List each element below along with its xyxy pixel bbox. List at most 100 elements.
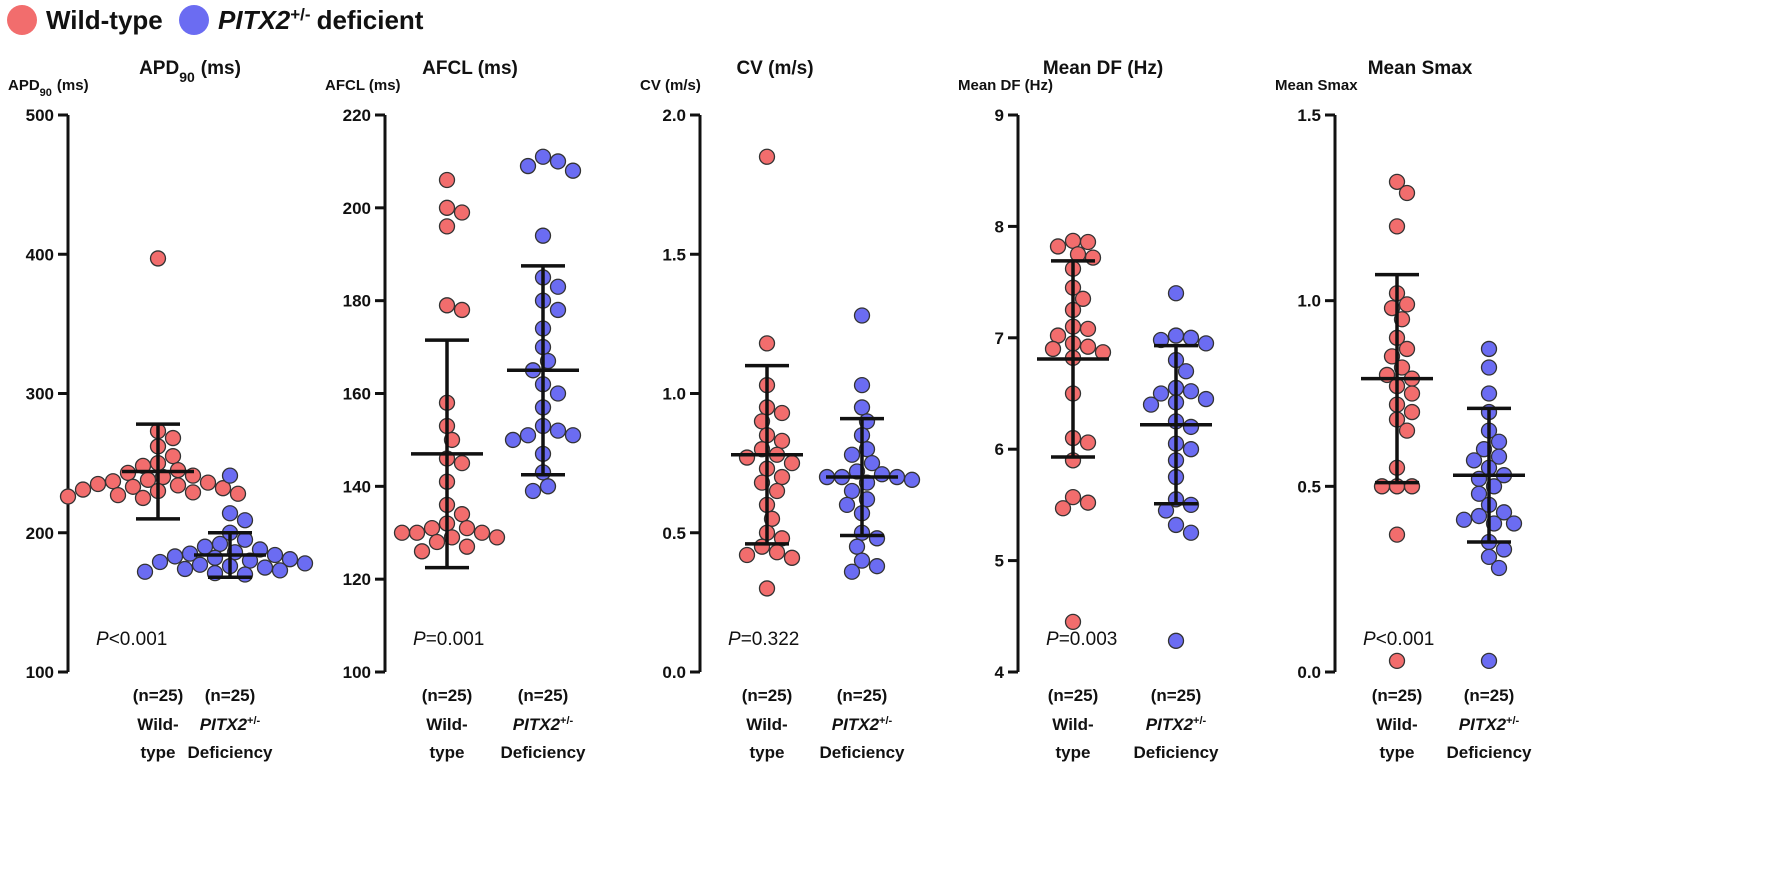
data-point xyxy=(758,580,776,597)
data-point xyxy=(783,454,801,472)
data-point xyxy=(74,481,92,498)
data-point xyxy=(848,538,866,555)
data-point xyxy=(1152,331,1170,349)
text-part: Wild- xyxy=(426,715,467,734)
data-point xyxy=(251,541,269,558)
y-tick-label: 120 xyxy=(343,570,371,589)
text-part: +/- xyxy=(1193,715,1206,727)
data-point xyxy=(783,549,801,566)
data-point xyxy=(519,427,537,444)
text-part: AFCL (ms) xyxy=(325,77,401,94)
data-point xyxy=(524,482,542,500)
data-point xyxy=(564,427,582,444)
y-tick-label: 5 xyxy=(995,552,1004,571)
data-point xyxy=(1455,511,1473,528)
data-point xyxy=(408,524,426,541)
group-label: Wild- xyxy=(1052,715,1093,734)
data-point xyxy=(1079,233,1097,251)
group-label: PITX2+/- xyxy=(513,715,574,734)
text-part: P xyxy=(1363,629,1376,650)
data-point xyxy=(1079,338,1097,355)
group-n: (n=25) xyxy=(422,686,473,705)
text-part: deficient xyxy=(317,5,424,35)
text-part: Wild- xyxy=(1376,715,1417,734)
chart-title: AFCL (ms) xyxy=(422,58,518,79)
data-point xyxy=(1182,383,1200,400)
data-point xyxy=(1182,418,1200,436)
data-point xyxy=(169,477,187,494)
text-part: <0.001 xyxy=(109,629,168,650)
group-n: (n=25) xyxy=(518,686,569,705)
group-n: (n=25) xyxy=(742,686,793,705)
text-part: PITX2 xyxy=(513,715,561,734)
chart-title: APD90 (ms) xyxy=(139,58,241,85)
data-point xyxy=(1505,515,1523,532)
data-point xyxy=(1480,340,1498,358)
data-point xyxy=(549,385,567,402)
data-point xyxy=(438,297,456,314)
data-point xyxy=(1079,494,1097,511)
data-point xyxy=(236,566,254,583)
data-point xyxy=(768,544,786,561)
p-value: P<0.001 xyxy=(96,629,167,650)
data-point xyxy=(59,488,77,505)
group-label: type xyxy=(430,743,465,762)
data-point xyxy=(1044,340,1062,358)
data-point xyxy=(473,524,491,541)
text-part: Mean DF (Hz) xyxy=(1043,58,1163,79)
data-point xyxy=(458,519,476,537)
group-label: Deficiency xyxy=(187,743,273,762)
y-tick-label: 500 xyxy=(26,106,54,125)
data-point xyxy=(549,278,567,295)
text-part: Wild-type xyxy=(46,5,163,35)
group-label: Deficiency xyxy=(1446,743,1532,762)
text-part: PITX2 xyxy=(1459,715,1507,734)
group-label: Deficiency xyxy=(1133,743,1219,762)
data-point xyxy=(438,218,456,235)
data-point xyxy=(1142,396,1160,413)
data-point xyxy=(564,162,582,179)
data-point xyxy=(873,466,891,483)
text-part: Mean DF (Hz) xyxy=(958,77,1053,94)
text-part: P xyxy=(728,629,741,650)
y-tick-label: 0.0 xyxy=(1297,663,1321,682)
text-part: APD xyxy=(8,77,40,94)
data-point xyxy=(1490,448,1508,465)
data-point xyxy=(773,432,791,449)
data-point xyxy=(534,148,552,165)
group-n: (n=25) xyxy=(205,686,256,705)
data-point xyxy=(768,482,786,500)
data-point xyxy=(1167,327,1185,344)
y-tick-label: 220 xyxy=(343,106,371,125)
data-point xyxy=(271,562,289,579)
data-point xyxy=(184,484,202,501)
y-axis-label: AFCL (ms) xyxy=(325,77,401,94)
text-part: =0.001 xyxy=(426,629,485,650)
data-point xyxy=(1398,422,1416,439)
data-point xyxy=(549,422,567,439)
text-part: +/- xyxy=(247,715,260,727)
data-point xyxy=(296,555,314,572)
y-tick-label: 1.0 xyxy=(662,385,686,404)
text-part: =0.003 xyxy=(1059,629,1118,650)
data-point xyxy=(124,478,142,495)
data-point xyxy=(504,431,522,449)
y-tick-label: 160 xyxy=(343,385,371,404)
group-label: PITX2+/- xyxy=(1459,715,1520,734)
group-label: Wild- xyxy=(1376,715,1417,734)
data-point xyxy=(1490,433,1508,450)
y-tick-label: 300 xyxy=(26,385,54,404)
data-point xyxy=(1054,500,1072,517)
group-label: type xyxy=(141,743,176,762)
data-point xyxy=(134,489,152,507)
data-point xyxy=(863,454,881,472)
data-point xyxy=(393,524,411,541)
data-point xyxy=(1049,238,1067,255)
data-point xyxy=(1403,385,1421,402)
text-part: =0.322 xyxy=(741,629,800,650)
data-point xyxy=(773,468,791,486)
data-point xyxy=(843,482,861,500)
data-point xyxy=(539,478,557,495)
data-point xyxy=(1084,249,1102,266)
data-point xyxy=(853,399,871,416)
